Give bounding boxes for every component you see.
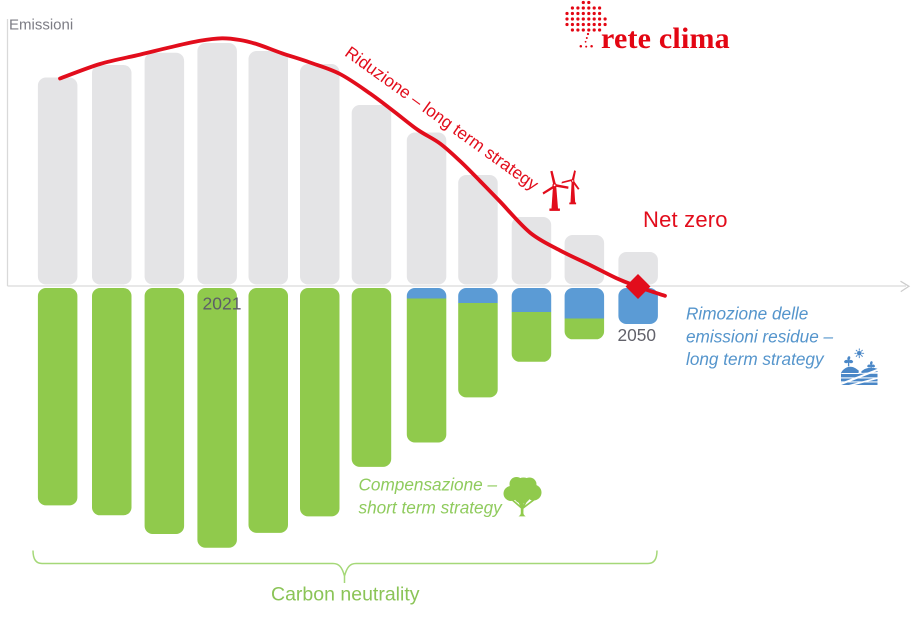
svg-text:rete clima: rete clima xyxy=(601,22,730,55)
svg-text:long term strategy: long term strategy xyxy=(686,349,825,369)
svg-text:short term strategy: short term strategy xyxy=(359,498,504,518)
svg-text:Rimozione delle: Rimozione delle xyxy=(686,304,808,324)
svg-text:Compensazione –: Compensazione – xyxy=(359,474,498,494)
svg-text:Net zero: Net zero xyxy=(643,207,728,232)
svg-text:emissioni residue –: emissioni residue – xyxy=(686,326,834,346)
svg-text:2021: 2021 xyxy=(203,294,242,314)
svg-text:Carbon neutrality: Carbon neutrality xyxy=(271,584,420,606)
svg-text:2050: 2050 xyxy=(618,325,656,345)
svg-text:Emissioni: Emissioni xyxy=(9,16,73,33)
